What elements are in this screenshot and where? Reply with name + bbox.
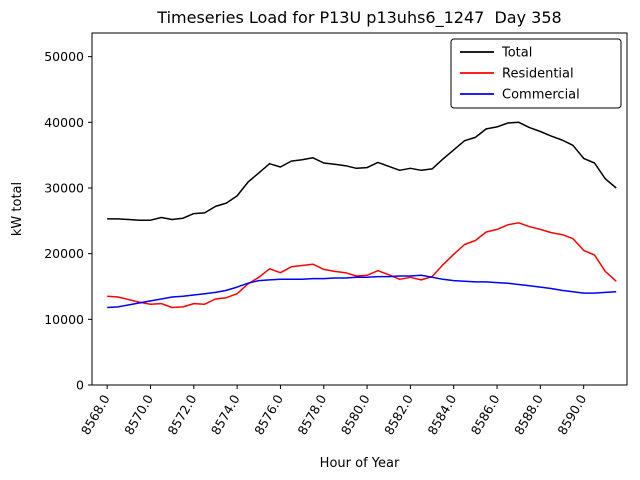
legend-label-total: Total [501, 46, 532, 61]
legend-box [450, 38, 622, 109]
y-axis-label: kW total [10, 182, 25, 236]
series-line-total [107, 121, 617, 221]
x-tick-label: 8584.0 [424, 392, 459, 437]
x-tick-label: 8572.0 [165, 392, 200, 437]
chart-title: Timeseries Load for P13U p13uhs6_1247 Da… [156, 8, 561, 28]
x-tick-label: 8586.0 [468, 392, 503, 437]
axes-group: 0 10000 20000 30000 40000 50000 8568.0 8570.0 85… [44, 32, 628, 437]
x-tick-label: 8590.0 [554, 392, 589, 437]
x-tick-label: 8580.0 [338, 392, 373, 437]
y-tick-label: 40000 [44, 115, 84, 130]
y-tick-label: 0 [76, 378, 84, 393]
series-line-commercial [107, 274, 617, 309]
x-tick-label: 8574.0 [208, 392, 243, 437]
x-tick-label: 8576.0 [251, 392, 286, 437]
x-axis-label: Hour of Year [320, 456, 400, 471]
x-tick-label: 8588.0 [511, 392, 546, 437]
legend-label-commercial: Commercial [502, 88, 580, 103]
x-tick-label: 8582.0 [381, 392, 416, 437]
x-tick-label: 8568.0 [78, 392, 113, 437]
x-tick-label: 8570.0 [121, 392, 156, 437]
y-tick-label: 10000 [44, 312, 84, 327]
y-tick-label: 20000 [44, 246, 84, 261]
y-tick-label: 30000 [44, 180, 84, 195]
x-tick-label: 8578.0 [294, 392, 329, 437]
legend-label-residential: Residential [502, 67, 574, 82]
series-line-residential [107, 222, 617, 309]
y-tick-label: 50000 [44, 49, 84, 64]
